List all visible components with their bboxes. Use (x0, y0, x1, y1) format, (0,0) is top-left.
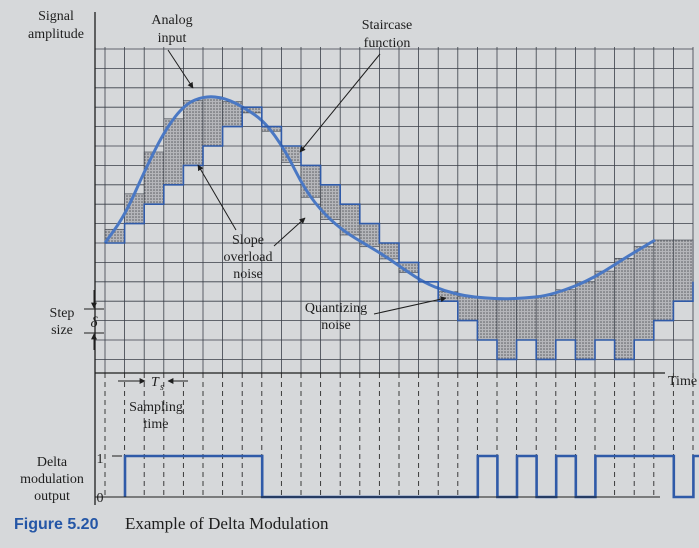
staircase-label: function (364, 36, 411, 51)
analog-input-pointer (167, 49, 194, 89)
noise-cell (653, 239, 674, 321)
staircase-pointer (299, 53, 381, 153)
noise-cell (535, 295, 557, 360)
dm-output-path (123, 454, 699, 499)
noise-cell (477, 297, 498, 341)
ts-subscript: s (160, 382, 164, 393)
noise-cell (300, 165, 321, 198)
noise-cell (457, 295, 478, 321)
noise-cell (496, 298, 517, 360)
noise-cell (673, 239, 694, 302)
quantizing-noise-label: noise (321, 318, 351, 333)
noise-cell (143, 151, 165, 205)
analog-input-label: Analog (151, 13, 192, 28)
sampling-ticks (104, 373, 694, 497)
slope-overload-label: noise (233, 267, 263, 282)
noise-cell (202, 96, 223, 147)
noise-cell (379, 242, 400, 260)
noise-cell (614, 258, 635, 360)
staircase-path (105, 106, 694, 361)
noise-cell (516, 297, 537, 341)
step-size-label: size (51, 323, 73, 338)
dm-output-label: modulation (20, 472, 84, 487)
time-axis-label: Time (668, 374, 697, 389)
delta-modulation-waveform (112, 454, 699, 499)
quantizing-noise-label: Quantizing (305, 301, 367, 316)
noise-cell (183, 100, 204, 166)
dm-output-label: output (34, 489, 70, 504)
quantizing-pointer (373, 296, 447, 315)
ts-label: T (151, 375, 160, 390)
noise-cell (575, 281, 596, 360)
step-size-label: Step (50, 306, 75, 321)
slope-pointer (273, 217, 306, 247)
slope-pointer (197, 164, 237, 231)
noise-cell (633, 246, 655, 341)
dm-level-one: 1 (97, 452, 104, 467)
staircase-label: Staircase (362, 18, 413, 33)
noise-cell (594, 270, 615, 341)
sampling-time-label: time (144, 417, 169, 432)
slope-overload-label: Slope (232, 233, 264, 248)
delta-symbol: δ (91, 315, 99, 331)
dm-level-zero: 0 (97, 491, 104, 506)
figure-caption: Figure 5.20 Example of Delta Modulation (14, 514, 328, 534)
slope-overload-label: overload (224, 250, 273, 265)
signal-amplitude-label: Signal (38, 9, 74, 24)
dm-output-label: Delta (37, 455, 68, 470)
noise-cell (555, 289, 576, 341)
staircase-function (105, 106, 694, 361)
figure-number: Figure 5.20 (14, 516, 99, 533)
signal-amplitude-label: amplitude (28, 27, 84, 42)
analog-input-curve (103, 95, 656, 301)
analog-input-label: input (158, 31, 187, 46)
figure-title: Example of Delta Modulation (124, 514, 329, 533)
sampling-time-label: Sampling (129, 400, 183, 415)
